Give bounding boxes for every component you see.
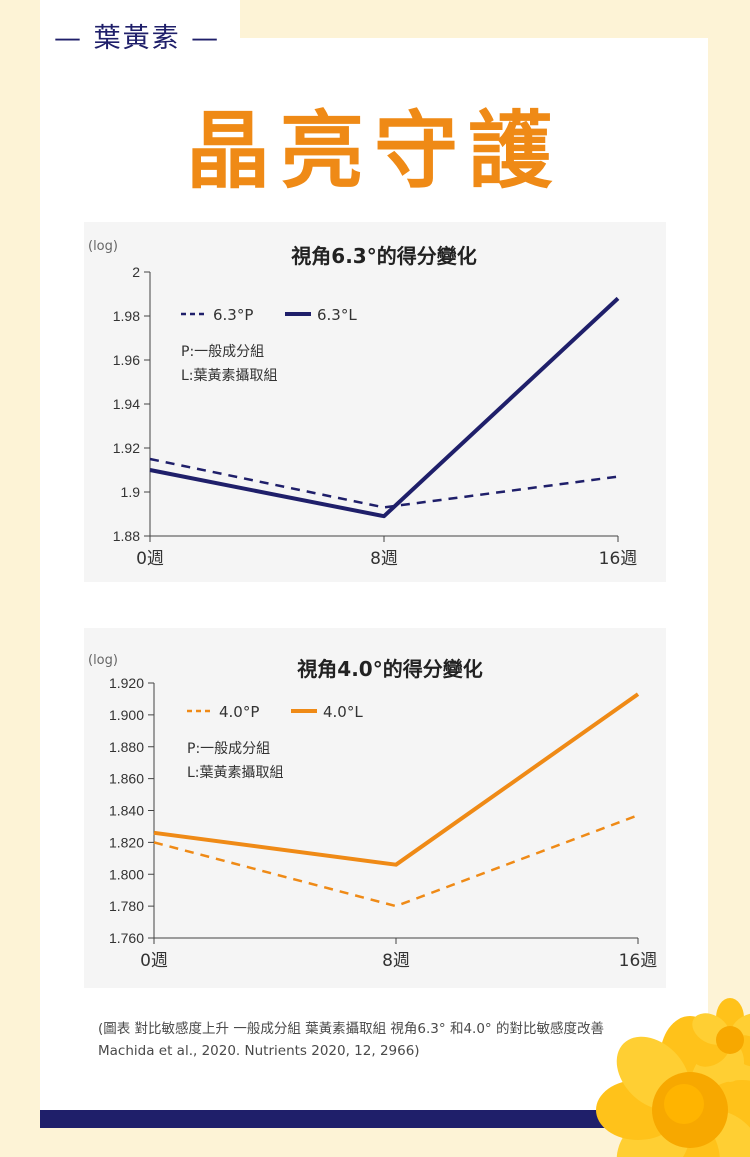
page-headline: 晶亮守護 — [185, 102, 562, 200]
legend-note: P:一般成分組 — [181, 344, 264, 360]
chart-footnote: (圖表 對比敏感度上升 一般成分組 葉黃素攝取組 視角6.3° 和4.0° 的對… — [98, 1018, 698, 1062]
series-line-63L — [149, 296, 620, 519]
chart-panel-6-3: (log) 視角6.3°的得分變化 1.88 1.9 1.92 1.94 1.96 1.98 2… — [84, 222, 666, 582]
series-line-40L — [153, 692, 640, 867]
x-tick-label: 0週 — [136, 549, 164, 569]
y-tick-label: 1.94 — [113, 396, 140, 412]
y-tick-label: 1.840 — [109, 803, 144, 819]
legend-entry: 6.3°P — [213, 306, 253, 324]
y-tick-label: 1.800 — [109, 866, 144, 882]
y-tick-label: 1.760 — [109, 930, 144, 946]
chart-6-3-degree: (log) 視角6.3°的得分變化 1.88 1.9 1.92 1.94 1.96 1.98 2… — [88, 239, 638, 569]
legend-entry: 4.0°P — [219, 703, 259, 721]
footnote-line-2: Machida et al., 2020. Nutrients 2020, 12… — [98, 1043, 420, 1059]
x-tick-label: 8週 — [382, 951, 410, 971]
y-tick-label: 1.920 — [109, 675, 144, 691]
x-tick-label: 16週 — [619, 951, 658, 971]
y-tick-label: 1.98 — [113, 308, 140, 324]
legend-entry: 4.0°L — [323, 703, 363, 721]
footer-bar — [40, 1110, 708, 1128]
y-tick-label: 1.92 — [113, 440, 140, 456]
legend-note: L:葉黃素攝取組 — [181, 368, 278, 384]
legend-note: L:葉黃素攝取組 — [187, 765, 284, 781]
y-tick-label: 2 — [132, 264, 140, 280]
chart-title: 視角4.0°的得分變化 — [296, 657, 482, 681]
y-tick-label: 1.96 — [113, 352, 140, 368]
chart-4-0-degree: (log) 視角4.0°的得分變化 1.760 1.780 1.800 1.820 1.84… — [88, 653, 658, 971]
series-line-40P — [153, 814, 639, 908]
x-tick-label: 16週 — [599, 549, 638, 569]
x-tick-label: 0週 — [140, 951, 168, 971]
chart-title: 視角6.3°的得分變化 — [290, 244, 476, 268]
footnote-line-1: (圖表 對比敏感度上升 一般成分組 葉黃素攝取組 視角6.3° 和4.0° 的對… — [98, 1021, 604, 1037]
legend-entry: 6.3°L — [317, 306, 357, 324]
legend-note: P:一般成分組 — [187, 741, 270, 757]
section-label: — 葉黃素 — — [54, 23, 221, 54]
y-tick-label: 1.820 — [109, 834, 144, 850]
unit-label: (log) — [88, 653, 118, 668]
y-tick-label: 1.880 — [109, 739, 144, 755]
y-tick-label: 1.780 — [109, 898, 144, 914]
x-tick-label: 8週 — [370, 549, 398, 569]
unit-label: (log) — [88, 239, 118, 254]
y-tick-label: 1.88 — [113, 528, 140, 544]
y-tick-label: 1.9 — [121, 484, 141, 500]
y-tick-label: 1.860 — [109, 771, 144, 787]
marigold-flower-icon — [596, 998, 750, 1157]
chart-panel-4-0: (log) 視角4.0°的得分變化 1.760 1.780 1.800 1.820 1.84… — [84, 628, 666, 988]
y-tick-label: 1.900 — [109, 707, 144, 723]
